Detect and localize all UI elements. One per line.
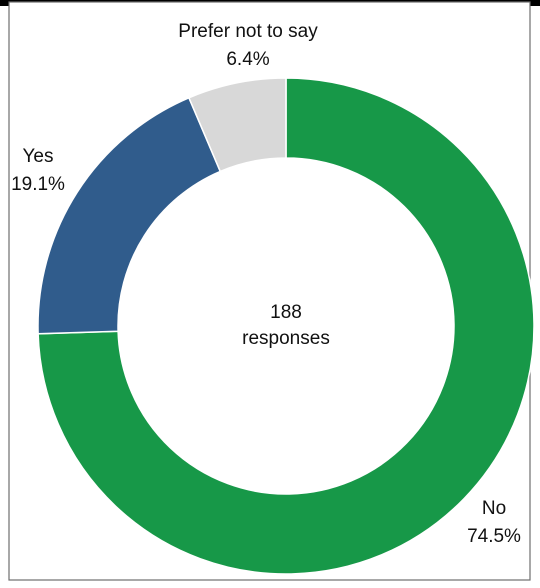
slices-group xyxy=(37,77,535,575)
slice-label-no: No xyxy=(482,498,506,519)
slice-label-prefer-not-to-say: Prefer not to say xyxy=(178,21,318,42)
labels-group: No 74.5% Yes 19.1% Prefer not to say 6.4% xyxy=(11,21,521,547)
center-total: 188 xyxy=(270,302,302,323)
slice-value-prefer-not-to-say: 6.4% xyxy=(226,49,269,70)
slice-value-yes: 19.1% xyxy=(11,174,65,195)
slice-label-yes: Yes xyxy=(23,146,54,167)
slice-value-no: 74.5% xyxy=(467,526,521,547)
slice-prefer-not-to-say xyxy=(187,77,287,173)
center-sublabel: responses xyxy=(242,328,330,349)
slice-no xyxy=(37,77,535,575)
